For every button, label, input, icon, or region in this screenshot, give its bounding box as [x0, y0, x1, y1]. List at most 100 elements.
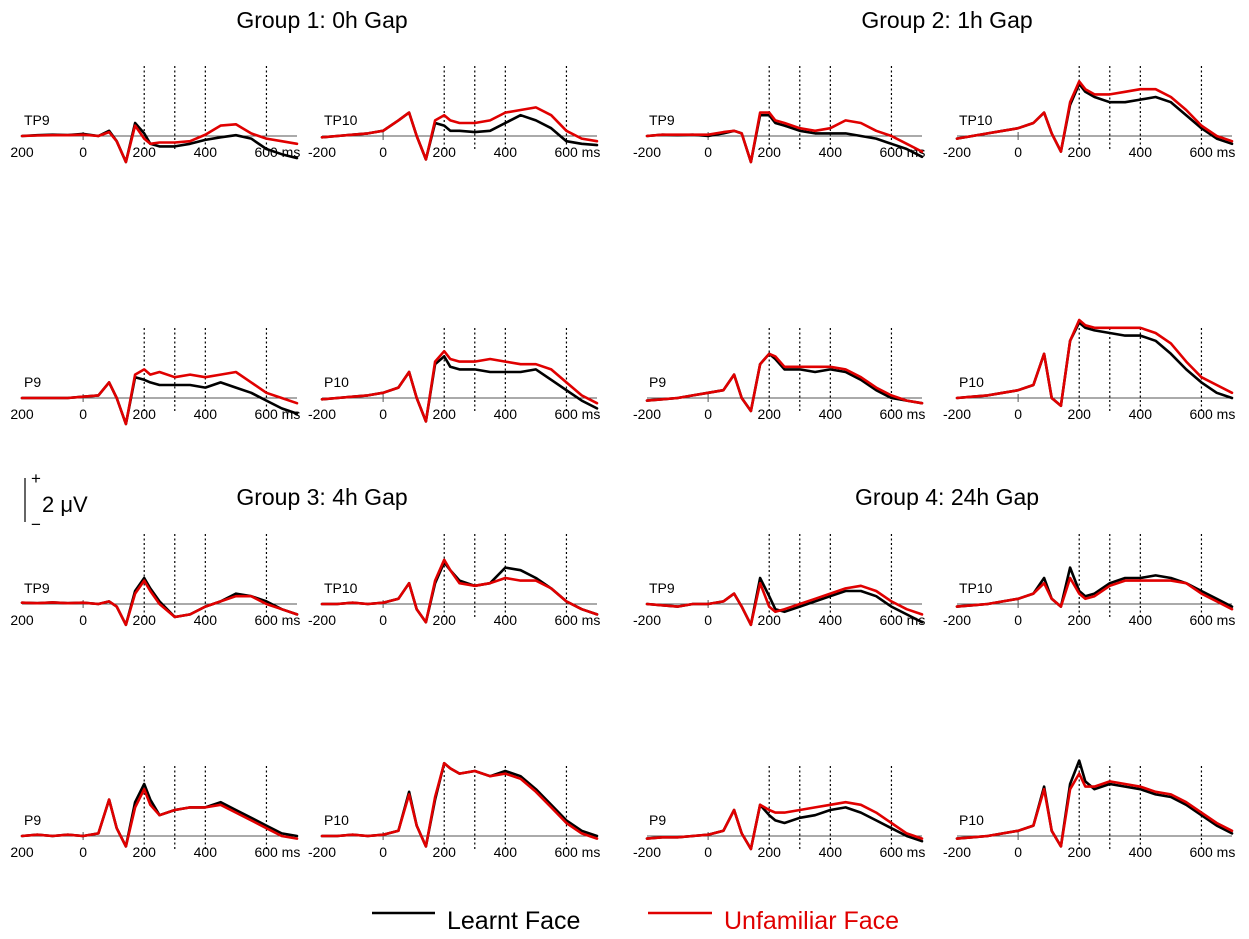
panel-g4-p9: P9 -200 0 200 400 600 ms — [633, 766, 925, 860]
tick-label: 200 — [758, 844, 782, 860]
electrode-label: P10 — [959, 374, 984, 390]
series-line-unfamiliar — [320, 558, 599, 624]
tick-label: 400 — [194, 406, 218, 422]
tick-label: -200 — [308, 844, 336, 860]
group-4-title: Group 4: 24h Gap — [855, 484, 1039, 510]
series-line-learnt — [645, 352, 924, 413]
tick-label: 200 — [1068, 406, 1092, 422]
legend-label-unfamiliar: Unfamiliar Face — [724, 907, 899, 935]
tick-label: 200 — [10, 406, 34, 422]
tick-label: 600 ms — [879, 612, 925, 628]
series-line-unfamiliar — [320, 761, 599, 848]
electrode-label: P9 — [24, 812, 41, 828]
tick-label: 400 — [819, 612, 843, 628]
series-line-unfamiliar — [20, 123, 299, 164]
series-line-unfamiliar — [955, 80, 1234, 153]
tick-label: 400 — [494, 144, 518, 160]
electrode-label: P10 — [324, 374, 349, 390]
tick-label: 200 — [133, 844, 157, 860]
tick-label: 400 — [194, 612, 218, 628]
electrode-label: TP10 — [959, 112, 993, 128]
tick-label: 0 — [1014, 144, 1022, 160]
tick-label: -200 — [633, 144, 661, 160]
panel-g1-p10: P10 -200 0 200 400 600 ms — [308, 328, 600, 423]
tick-label: 400 — [194, 144, 218, 160]
tick-label: 400 — [1129, 612, 1153, 628]
tick-label: 200 — [433, 612, 457, 628]
tick-label: 400 — [494, 844, 518, 860]
series-line-learnt — [320, 761, 599, 848]
scale-bar-label: 2 μV — [42, 492, 88, 517]
tick-label: 200 — [758, 406, 782, 422]
tick-label: 200 — [1068, 144, 1092, 160]
electrode-label: P9 — [649, 812, 666, 828]
tick-label: 400 — [494, 612, 518, 628]
electrode-label: TP9 — [649, 580, 675, 596]
group-1-title: Group 1: 0h Gap — [236, 7, 407, 33]
tick-label: 200 — [10, 844, 34, 860]
electrode-label: P10 — [324, 812, 349, 828]
tick-label: 0 — [704, 144, 712, 160]
tick-label: 200 — [758, 612, 782, 628]
tick-label: 400 — [494, 406, 518, 422]
scale-bar-plus: + — [31, 469, 41, 488]
electrode-label: TP10 — [959, 580, 993, 596]
tick-label: 400 — [1129, 844, 1153, 860]
tick-label: 0 — [79, 406, 87, 422]
scale-bar-minus: − — [31, 515, 41, 534]
electrode-label: TP9 — [649, 112, 675, 128]
tick-label: 200 — [1068, 844, 1092, 860]
panel-g3-tp9: TP9 200 0 200 400 600 ms — [10, 534, 300, 628]
tick-label: 0 — [1014, 844, 1022, 860]
panel-g3-tp10: TP10 -200 0 200 400 600 ms — [308, 534, 600, 628]
tick-label: -200 — [943, 612, 971, 628]
tick-label: 0 — [704, 406, 712, 422]
series-line-unfamiliar — [20, 787, 299, 848]
tick-label: -200 — [943, 144, 971, 160]
tick-label: 600 ms — [1189, 144, 1235, 160]
series-line-unfamiliar — [320, 106, 599, 161]
tick-label: 0 — [1014, 612, 1022, 628]
tick-label: -200 — [308, 612, 336, 628]
tick-label: 200 — [433, 844, 457, 860]
tick-label: 0 — [704, 844, 712, 860]
tick-label: 0 — [79, 144, 87, 160]
tick-label: 400 — [819, 844, 843, 860]
tick-label: 600 ms — [554, 844, 600, 860]
tick-label: 600 ms — [1189, 612, 1235, 628]
tick-label: 600 ms — [254, 612, 300, 628]
erp-panels: TP9 200 0 200 400 600 ms TP10 -200 0 200 400 600 ms… — [10, 66, 1235, 860]
electrode-label: TP9 — [24, 112, 50, 128]
tick-label: 400 — [1129, 144, 1153, 160]
tick-label: 400 — [819, 144, 843, 160]
tick-label: 600 ms — [554, 406, 600, 422]
electrode-label: P9 — [24, 374, 41, 390]
tick-label: 0 — [379, 144, 387, 160]
tick-label: 600 ms — [254, 406, 300, 422]
tick-label: 200 — [758, 144, 782, 160]
panel-g3-p9: P9 200 0 200 400 600 ms — [10, 766, 300, 860]
series-line-unfamiliar — [320, 349, 599, 423]
tick-label: 600 ms — [1189, 844, 1235, 860]
electrode-label: TP10 — [324, 112, 358, 128]
panel-g2-tp9: TP9-200 0 200 400 600 ms — [633, 66, 925, 164]
series-line-unfamiliar — [645, 111, 924, 164]
tick-label: 200 — [133, 144, 157, 160]
tick-label: 0 — [79, 612, 87, 628]
panel-g1-tp10: TP10 -200 0 200 400 600 ms — [308, 66, 600, 161]
legend: Learnt Face Unfamiliar Face — [372, 907, 899, 935]
panel-g4-p10: P10 -200 0 200 400 600 ms — [943, 759, 1235, 860]
series-line-unfamiliar — [645, 581, 924, 627]
legend-label-learnt: Learnt Face — [447, 907, 580, 935]
tick-label: 600 ms — [1189, 406, 1235, 422]
tick-label: 200 — [133, 406, 157, 422]
panel-g4-tp9: TP9 -200 0 200 400 600 ms — [633, 534, 925, 628]
tick-label: 600 ms — [879, 406, 925, 422]
tick-label: 400 — [1129, 406, 1153, 422]
tick-label: -200 — [633, 844, 661, 860]
tick-label: -200 — [633, 612, 661, 628]
tick-label: 0 — [1014, 406, 1022, 422]
tick-label: -200 — [633, 406, 661, 422]
